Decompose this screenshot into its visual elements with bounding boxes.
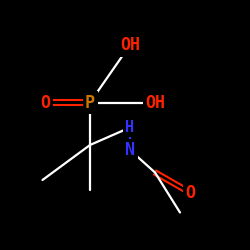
Text: O: O — [40, 94, 50, 112]
Text: O: O — [185, 184, 195, 202]
Text: OH: OH — [145, 94, 165, 112]
Text: H: H — [126, 120, 134, 135]
Text: OH: OH — [120, 36, 140, 54]
Text: P: P — [85, 94, 95, 112]
Text: N: N — [125, 141, 135, 159]
